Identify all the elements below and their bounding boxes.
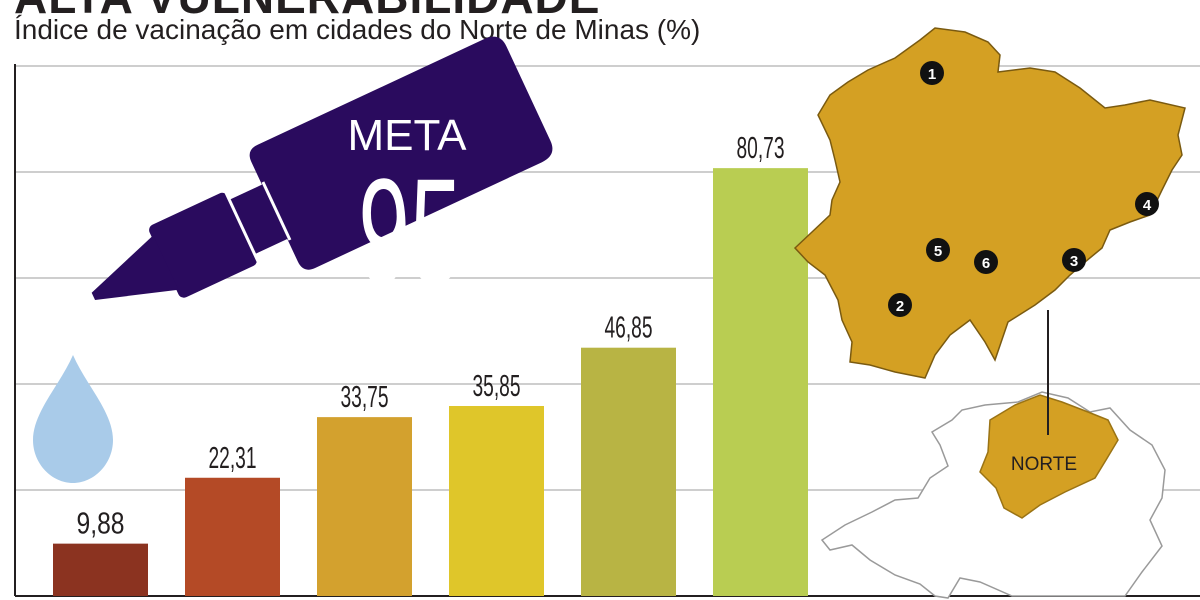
bar-series bbox=[53, 168, 808, 597]
svg-text:1: 1 bbox=[928, 66, 936, 83]
bottle-body-shape bbox=[249, 36, 553, 270]
bar-value-label: 22,31 bbox=[209, 440, 257, 475]
svg-text:4: 4 bbox=[1143, 197, 1152, 214]
north-map-shape bbox=[793, 27, 1186, 379]
bottle-seam-line bbox=[223, 190, 261, 264]
bar-value-label: 9,88 bbox=[77, 506, 125, 541]
city-marker-1: 1 bbox=[920, 61, 944, 85]
bar-value-label: 33,75 bbox=[341, 379, 389, 414]
bar-value-label: 35,85 bbox=[473, 368, 521, 403]
north-region-shape bbox=[979, 394, 1119, 519]
goal-label: META bbox=[348, 111, 468, 160]
bottle-tip-shape bbox=[91, 235, 179, 300]
bar-4 bbox=[449, 405, 544, 596]
city-markers: 1 2 3 4 5 6 bbox=[888, 61, 1159, 317]
city-marker-6: 6 bbox=[974, 250, 998, 274]
svg-text:6: 6 bbox=[982, 255, 990, 272]
bar-value-label: 80,73 bbox=[737, 130, 785, 165]
chart-headline: ALTA VULNERABILIDADE bbox=[14, 0, 600, 24]
vaccine-bottle-icon bbox=[91, 36, 553, 300]
city-marker-3: 3 bbox=[1062, 248, 1086, 272]
city-marker-4: 4 bbox=[1135, 192, 1159, 216]
bar-5 bbox=[581, 347, 676, 596]
bottle-seam-line bbox=[261, 181, 292, 241]
bottle-cap-shape bbox=[149, 192, 257, 298]
value-labels: 9,88 22,31 33,75 35,85 46,85 80,73 bbox=[77, 130, 785, 541]
bottle-neck-shape bbox=[225, 183, 290, 256]
bar-3 bbox=[317, 417, 412, 596]
bar-2 bbox=[185, 477, 280, 596]
city-marker-2: 2 bbox=[888, 293, 912, 317]
chart-subtitle: Índice de vacinação em cidades do Norte … bbox=[14, 14, 701, 45]
svg-text:5: 5 bbox=[934, 243, 942, 260]
city-marker-5: 5 bbox=[926, 238, 950, 262]
goal-value: 95 bbox=[358, 148, 461, 315]
region-label: NORTE bbox=[1011, 454, 1077, 475]
bar-value-label: 46,85 bbox=[605, 310, 653, 345]
svg-text:3: 3 bbox=[1070, 253, 1078, 270]
bar-1 bbox=[53, 543, 148, 596]
bar-6 bbox=[713, 168, 808, 597]
svg-text:2: 2 bbox=[896, 298, 904, 315]
drop-icon bbox=[33, 355, 113, 483]
